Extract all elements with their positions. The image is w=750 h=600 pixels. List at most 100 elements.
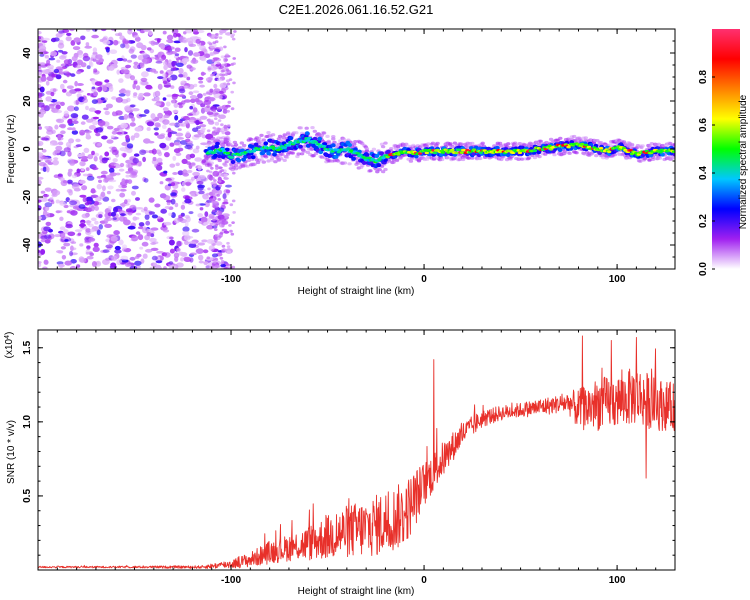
- spectrogram-speckle: [73, 106, 79, 111]
- spectrogram-speckle: [320, 147, 326, 152]
- spectrogram-speckle: [86, 200, 93, 204]
- spectrogram-speckle: [413, 154, 419, 159]
- colorbar-strip: [712, 29, 740, 269]
- spectrogram-speckle: [210, 146, 216, 150]
- spectrogram-speckle: [116, 69, 121, 75]
- spectrogram-speckle: [607, 143, 613, 147]
- spectrogram-speckle: [212, 151, 217, 154]
- spectrogram-speckle: [213, 71, 217, 74]
- spectrogram-speckle: [123, 69, 130, 75]
- spectrogram-speckle: [230, 160, 236, 164]
- spectrogram-speckle: [77, 153, 83, 158]
- spectrogram-speckle: [197, 242, 206, 246]
- spectrogram-speckle: [69, 161, 75, 166]
- spectrogram-speckle: [404, 142, 409, 146]
- colorbar-label: Normalized spectral amplitude: [738, 94, 749, 229]
- spectrogram-speckle: [227, 100, 232, 104]
- spectrogram-speckle: [69, 200, 78, 206]
- spectrogram-speckle: [532, 156, 538, 160]
- spectrogram-speckle: [566, 145, 571, 149]
- spectrogram-speckle: [199, 124, 207, 128]
- spectrogram-speckle: [209, 48, 213, 52]
- spectrogram-speckle: [128, 48, 135, 54]
- spectrogram-speckle: [111, 257, 118, 262]
- spectrogram-speckle: [364, 152, 370, 157]
- spectrogram-speckle: [190, 193, 196, 197]
- spectrogram-speckle: [121, 152, 127, 157]
- spectrogram-speckle: [248, 137, 254, 141]
- spectrogram-speckle: [170, 99, 176, 104]
- spectrogram-speckle: [192, 171, 201, 177]
- spectrogram-speckle: [197, 76, 204, 81]
- spectrogram-speckle: [141, 52, 147, 56]
- spectrogram-speckle: [225, 184, 232, 188]
- spectrogram-speckle: [649, 142, 654, 146]
- spectrogram-speckle: [163, 170, 168, 174]
- spectrogram-speckle: [67, 105, 75, 112]
- spectrogram-speckle: [44, 239, 51, 244]
- spectrogram-speckle: [74, 88, 82, 92]
- spectrogram-speckle: [147, 140, 155, 144]
- spectrogram-speckle: [70, 73, 76, 77]
- spectrogram-speckle: [75, 64, 82, 69]
- spectrogram-speckle: [508, 157, 513, 161]
- spectrogram-speckle: [104, 151, 110, 157]
- spectrogram-speckle: [195, 145, 200, 150]
- spectrogram-speckle: [224, 131, 231, 136]
- snr-frame: [37, 329, 676, 571]
- spectrogram-speckle: [202, 92, 207, 96]
- spectrogram-speckle: [211, 73, 215, 77]
- spectrogram-speckle: [420, 146, 425, 150]
- spectrogram-speckle: [223, 198, 228, 202]
- spectrogram-speckle: [273, 160, 278, 164]
- spectrogram-speckle: [332, 140, 337, 144]
- spectrogram-speckle: [76, 70, 82, 75]
- spectrogram-speckle: [113, 39, 119, 46]
- spectrogram-speckle: [647, 158, 652, 162]
- spectrogram-speckle: [115, 110, 123, 116]
- spectrogram-speckle: [154, 96, 160, 101]
- spectrogram-speckle: [129, 170, 136, 175]
- spectrogram-speckle: [206, 239, 215, 244]
- spectrogram-speckle: [584, 143, 589, 147]
- spectrogram-speckle: [118, 78, 124, 83]
- spectrogram-speckle: [72, 46, 81, 51]
- spectrogram-speckle: [75, 144, 83, 148]
- spectrogram-speckle: [69, 250, 74, 257]
- spectrogram-speckle: [40, 136, 47, 141]
- spectrogram-speckle: [217, 127, 221, 131]
- spectrogram-speckle: [212, 209, 216, 213]
- spectrogram-speckle: [71, 130, 79, 135]
- spectrogram-speckle: [526, 156, 532, 160]
- spectrogram-speckle: [151, 214, 158, 219]
- spectrogram-speckle: [45, 160, 52, 164]
- spectrogram-speckle: [107, 206, 112, 210]
- spectrogram-speckle: [338, 139, 343, 143]
- spectrogram-speckle: [56, 118, 65, 124]
- spectrogram-speckle: [221, 87, 225, 91]
- spectrogram-speckle: [351, 156, 356, 161]
- spectrogram-speckle: [140, 44, 147, 51]
- spectrogram-speckle: [88, 237, 96, 242]
- spectrogram-speckle: [307, 137, 312, 140]
- spectrogram-speckle: [178, 36, 186, 40]
- spectrogram-speckle: [212, 41, 217, 44]
- spectrogram-speckle: [40, 248, 46, 255]
- spectrogram-speckle: [59, 201, 67, 206]
- spectrogram-speckle: [200, 128, 206, 134]
- x-tick-label: 100: [609, 575, 626, 586]
- spectrogram-speckle: [206, 105, 210, 108]
- spectrogram-speckle: [478, 156, 483, 161]
- spectrogram-speckle: [54, 124, 59, 130]
- spectrogram-speckle: [59, 177, 65, 182]
- spectrogram-speckle: [220, 139, 224, 143]
- spectrogram-speckle: [638, 159, 643, 163]
- spectrogram-speckle: [180, 122, 187, 127]
- spectrogram-speckle: [194, 97, 200, 103]
- spectrogram-speckle: [83, 147, 90, 153]
- spectrogram-speckle: [154, 102, 161, 106]
- spectrogram-speckle: [86, 245, 91, 250]
- spectrogram-speckle: [118, 93, 126, 97]
- spectrogram-speckle: [52, 159, 59, 166]
- spectrogram-speckle: [154, 203, 161, 208]
